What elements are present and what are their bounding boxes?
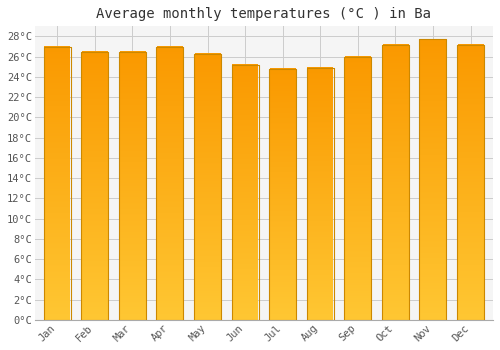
Title: Average monthly temperatures (°C ) in Ba: Average monthly temperatures (°C ) in Ba	[96, 7, 431, 21]
Bar	[156, 47, 184, 320]
Bar	[269, 69, 296, 320]
Bar	[457, 44, 484, 320]
Bar	[82, 51, 108, 320]
Bar	[457, 44, 484, 320]
Bar	[382, 44, 409, 320]
Bar	[420, 40, 446, 320]
Bar	[194, 54, 221, 320]
Bar	[44, 47, 71, 320]
Bar	[306, 68, 334, 320]
Bar	[232, 65, 258, 320]
Bar	[344, 57, 372, 320]
Bar	[82, 51, 108, 320]
Bar	[382, 44, 409, 320]
Bar	[156, 47, 184, 320]
Bar	[420, 40, 446, 320]
Bar	[306, 68, 334, 320]
Bar	[119, 51, 146, 320]
Bar	[119, 51, 146, 320]
Bar	[194, 54, 221, 320]
Bar	[44, 47, 71, 320]
Bar	[232, 65, 258, 320]
Bar	[344, 57, 372, 320]
Bar	[269, 69, 296, 320]
